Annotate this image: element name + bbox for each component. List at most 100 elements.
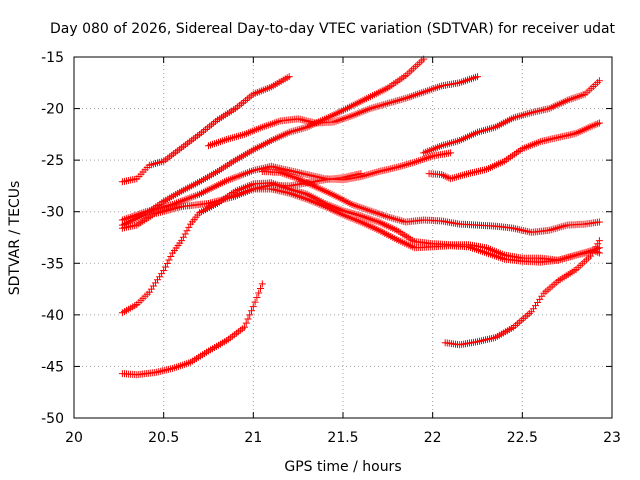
data-point xyxy=(288,192,291,194)
x-tick-label: 20 xyxy=(65,430,83,446)
data-point xyxy=(413,240,416,243)
data-point xyxy=(180,239,183,242)
data-point xyxy=(198,193,201,195)
data-point xyxy=(404,74,407,77)
data-point xyxy=(180,205,183,208)
y-tick-label: -30 xyxy=(41,205,64,221)
series-marker-path xyxy=(118,280,266,379)
data-point xyxy=(476,131,479,134)
data-point xyxy=(566,99,568,102)
data-point xyxy=(198,133,201,136)
y-tick-label: -15 xyxy=(41,50,64,66)
data-point xyxy=(171,367,174,370)
data-point xyxy=(189,223,192,225)
data-point xyxy=(351,203,353,206)
x-tick-label: 22 xyxy=(424,430,442,446)
data-point xyxy=(261,170,264,173)
data-point xyxy=(306,198,308,201)
data-point xyxy=(413,247,416,249)
data-point xyxy=(216,119,219,121)
series-marker-path xyxy=(425,119,603,183)
data-point xyxy=(288,75,291,78)
data-point xyxy=(342,176,344,179)
data-point xyxy=(503,254,506,256)
data-point xyxy=(189,361,192,364)
data-point xyxy=(148,291,151,293)
data-point xyxy=(270,165,273,168)
data-point xyxy=(342,209,344,212)
data-point xyxy=(476,75,479,78)
data-point xyxy=(288,131,291,134)
data-point xyxy=(440,85,443,87)
data-point xyxy=(121,227,124,230)
data-point xyxy=(198,181,201,183)
data-point xyxy=(396,238,398,241)
series-s12 xyxy=(441,237,603,349)
series-s1 xyxy=(118,73,293,186)
data-point xyxy=(387,102,389,105)
data-point xyxy=(387,87,389,89)
data-point xyxy=(530,111,533,114)
data-point xyxy=(543,292,545,294)
data-point xyxy=(458,139,461,142)
data-point xyxy=(252,169,255,172)
data-point xyxy=(422,152,425,154)
data-point xyxy=(467,245,470,248)
data-point xyxy=(121,181,124,183)
data-point xyxy=(467,172,470,175)
series-s9 xyxy=(205,73,481,150)
data-point xyxy=(485,252,488,254)
data-point xyxy=(306,126,308,128)
data-point xyxy=(252,93,255,95)
data-point xyxy=(360,172,362,175)
data-point xyxy=(512,227,515,230)
data-point xyxy=(593,124,595,126)
data-point xyxy=(444,341,447,344)
data-point xyxy=(512,326,515,329)
data-point xyxy=(476,224,479,226)
data-point xyxy=(512,117,515,119)
data-point xyxy=(225,138,228,141)
data-point xyxy=(279,171,282,174)
data-point xyxy=(598,221,601,223)
data-point xyxy=(431,245,434,248)
data-point xyxy=(589,255,592,257)
data-point xyxy=(234,107,237,110)
data-point xyxy=(530,231,533,234)
data-point xyxy=(306,193,308,195)
series-marker-path xyxy=(420,77,603,157)
data-point xyxy=(252,183,255,185)
data-point xyxy=(449,177,452,180)
series-marker-path xyxy=(231,185,603,266)
data-point xyxy=(180,190,183,192)
data-point xyxy=(539,261,542,264)
data-point xyxy=(315,186,317,188)
data-point xyxy=(144,210,147,213)
data-point xyxy=(494,336,497,339)
data-point xyxy=(360,215,362,217)
series-s7 xyxy=(258,168,603,236)
data-point xyxy=(324,205,326,208)
data-point xyxy=(162,269,165,272)
series-marker-path xyxy=(118,55,428,229)
x-tick-label: 20.5 xyxy=(148,430,179,446)
data-point xyxy=(333,113,335,116)
data-point xyxy=(396,166,398,169)
x-tick-label: 21 xyxy=(244,430,262,446)
data-point xyxy=(539,257,542,259)
data-point xyxy=(369,107,371,110)
axis-layer: 20 20.5 21 21.5 22 22.5 23 -15 -20 -25 -30 -35 -40 -4… xyxy=(41,50,621,446)
x-axis-label: GPS time / hours xyxy=(284,459,401,475)
data-point xyxy=(207,144,210,147)
y-tick-label: -25 xyxy=(41,153,64,169)
data-point xyxy=(225,179,228,182)
data-point xyxy=(270,139,273,142)
x-tick-label: 21.5 xyxy=(327,430,358,446)
data-point xyxy=(422,91,425,93)
data-point xyxy=(333,194,335,197)
series-s8 xyxy=(118,280,266,379)
data-point xyxy=(162,160,165,162)
data-point xyxy=(342,214,344,216)
data-point xyxy=(121,372,124,375)
data-point xyxy=(243,133,246,136)
